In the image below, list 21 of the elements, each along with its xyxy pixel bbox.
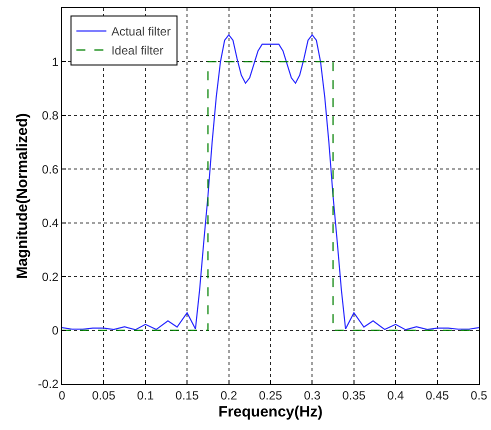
y-tick-label: 0.8 xyxy=(42,108,59,123)
y-tick-label: -0.2 xyxy=(38,377,59,392)
x-tick-label: 0.2 xyxy=(220,388,238,402)
x-axis-title: Frequency(Hz) xyxy=(218,403,323,420)
legend-label: Ideal filter xyxy=(111,44,164,58)
x-tick-label: 0.4 xyxy=(387,388,404,402)
x-tick-label: 0.5 xyxy=(470,388,488,402)
y-tick-label: 0.6 xyxy=(42,162,59,176)
y-tick-label: 1 xyxy=(52,54,59,69)
x-tick-label: 0.15 xyxy=(175,388,200,402)
x-tick-label: 0.05 xyxy=(92,388,116,402)
y-axis-title: Magnitude(Normalized) xyxy=(14,113,32,279)
y-tick-label: 0 xyxy=(52,323,59,338)
legend-label: Actual filter xyxy=(111,24,171,39)
x-tick-label: 0.1 xyxy=(137,388,154,402)
y-tick-label: 0.2 xyxy=(42,270,59,284)
x-tick-label: 0.35 xyxy=(342,388,366,402)
y-tick-label: 0.4 xyxy=(42,216,59,230)
x-tick-label: 0.3 xyxy=(304,388,321,402)
x-tick-label: 0.45 xyxy=(426,388,450,402)
x-tick-label: 0.25 xyxy=(258,388,282,402)
